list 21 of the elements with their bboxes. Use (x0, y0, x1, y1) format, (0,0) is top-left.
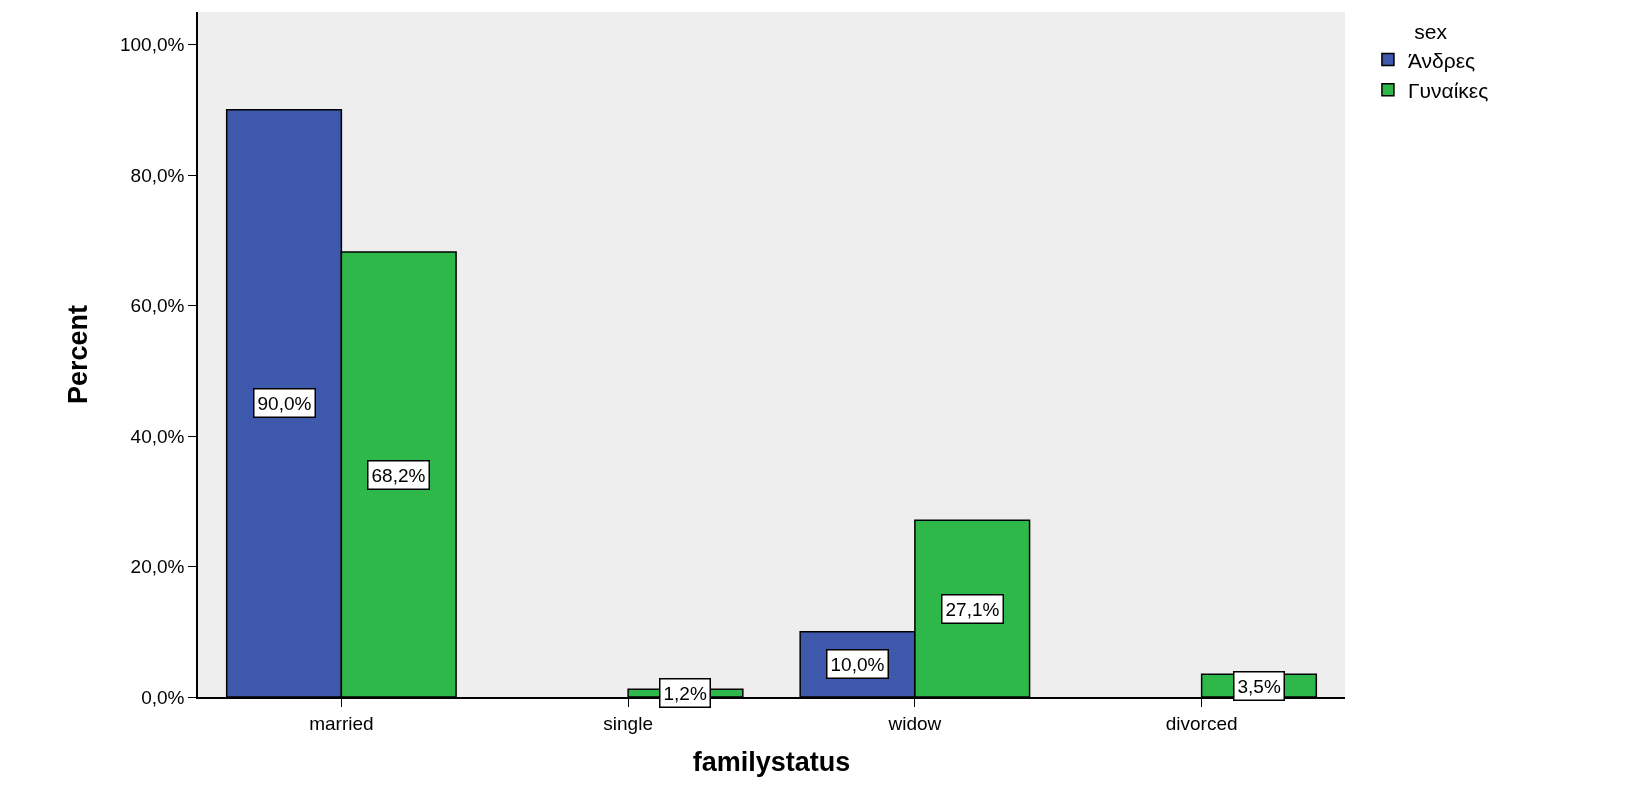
legend-title: sex (1414, 20, 1448, 44)
data-label: 3,5% (1237, 675, 1281, 697)
data-label: 1,2% (663, 682, 707, 704)
data-label: 68,2% (371, 464, 426, 486)
y-tick-label: 40,0% (130, 425, 185, 447)
y-tick-label: 80,0% (130, 164, 185, 186)
y-tick-label: 60,0% (130, 295, 185, 317)
legend-label: Γυναίκες (1407, 78, 1489, 102)
x-tick-label: married (309, 712, 374, 734)
x-tick-label: widow (887, 712, 942, 734)
y-tick-label: 0,0% (141, 686, 185, 708)
x-tick-label: single (603, 712, 653, 734)
x-axis-title: familystatus (692, 747, 851, 778)
data-label: 27,1% (945, 598, 1000, 620)
y-tick-label: 20,0% (130, 556, 185, 578)
x-tick-label: divorced (1165, 712, 1238, 734)
y-tick-label: 100,0% (120, 34, 185, 56)
data-label: 10,0% (830, 653, 885, 675)
y-axis-title: Percent (62, 304, 93, 405)
legend-label: Άνδρες (1407, 48, 1476, 72)
data-label: 90,0% (257, 392, 312, 414)
